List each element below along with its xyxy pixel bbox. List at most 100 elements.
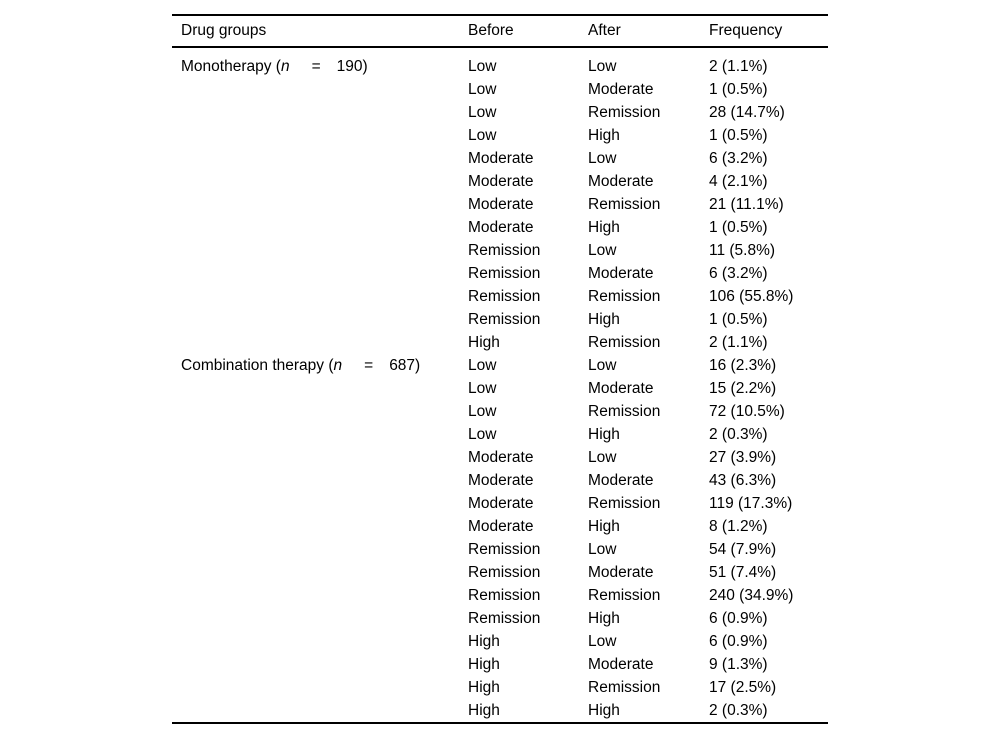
equals-sign: = — [364, 356, 374, 374]
cell-before: Remission — [468, 241, 541, 259]
table-row: Moderate Moderate 43 (6.3%) — [172, 469, 828, 492]
cell-before: High — [468, 655, 500, 673]
cell-frequency: 27 (3.9%) — [709, 448, 777, 466]
table-row: Low Remission 28 (14.7%) — [172, 101, 828, 124]
cell-drug-group — [172, 561, 468, 584]
cell-frequency: 17 (2.5%) — [709, 678, 777, 696]
cell-before: High — [468, 333, 500, 351]
cell-frequency: 2 (0.3%) — [709, 701, 768, 719]
cell-frequency: 21 (11.1%) — [709, 195, 784, 213]
cell-drug-group — [172, 653, 468, 676]
table-row: Combination therapy (n = 687) Low Low 16 (2.3… — [172, 354, 828, 377]
table-header-row: Drug groups Before After Frequency — [172, 16, 828, 46]
table-top-rule — [172, 14, 828, 16]
cell-before: Low — [468, 356, 497, 374]
table-row: Remission High 6 (0.9%) — [172, 607, 828, 630]
drug-groups-table: Drug groups Before After Frequency Monot… — [172, 14, 828, 725]
cell-after: High — [588, 310, 620, 328]
cell-drug-group — [172, 699, 468, 722]
cell-before: Moderate — [468, 172, 534, 190]
cell-before: High — [468, 678, 500, 696]
cell-before: Moderate — [468, 149, 534, 167]
cell-after: Moderate — [588, 563, 654, 581]
table-row: Moderate High 8 (1.2%) — [172, 515, 828, 538]
cell-before: Low — [468, 103, 497, 121]
cell-before: Low — [468, 425, 497, 443]
cell-before: Low — [468, 57, 497, 75]
cell-drug-group — [172, 515, 468, 538]
cell-before: Low — [468, 402, 497, 420]
cell-frequency: 6 (3.2%) — [709, 264, 768, 282]
table-row: Moderate Remission 119 (17.3%) — [172, 492, 828, 515]
table-row: Low Remission 72 (10.5%) — [172, 400, 828, 423]
cell-frequency: 6 (0.9%) — [709, 632, 768, 650]
cell-drug-group — [172, 147, 468, 170]
table-row: High Remission 2 (1.1%) — [172, 331, 828, 354]
table-bottom-rule — [172, 721, 828, 725]
cell-frequency: 15 (2.2%) — [709, 379, 777, 397]
cell-after: Remission — [588, 195, 661, 213]
cell-frequency: 1 (0.5%) — [709, 80, 768, 98]
cell-frequency: 6 (3.2%) — [709, 149, 768, 167]
cell-after: Remission — [588, 333, 661, 351]
group-label-prefix: Combination therapy ( — [181, 356, 334, 374]
cell-after: Moderate — [588, 80, 654, 98]
cell-after: Low — [588, 632, 617, 650]
cell-drug-group — [172, 262, 468, 285]
table-row: Low Moderate 1 (0.5%) — [172, 78, 828, 101]
cell-frequency: 9 (1.3%) — [709, 655, 768, 673]
cell-frequency: 54 (7.9%) — [709, 540, 777, 558]
cell-before: Remission — [468, 264, 541, 282]
table-header-rule — [172, 45, 828, 48]
table-row: Remission Low 54 (7.9%) — [172, 538, 828, 561]
cell-drug-group — [172, 584, 468, 607]
cell-frequency: 1 (0.5%) — [709, 310, 768, 328]
cell-before: Remission — [468, 287, 541, 305]
table-row: Moderate Low 27 (3.9%) — [172, 446, 828, 469]
cell-drug-group — [172, 193, 468, 216]
cell-before: Remission — [468, 310, 541, 328]
cell-drug-group — [172, 377, 468, 400]
cell-drug-group: Combination therapy (n = 687) — [172, 354, 468, 377]
cell-frequency: 16 (2.3%) — [709, 356, 777, 374]
cell-drug-group — [172, 124, 468, 147]
cell-frequency: 106 (55.8%) — [709, 287, 794, 305]
cell-drug-group — [172, 400, 468, 423]
cell-after: High — [588, 517, 620, 535]
cell-after: Remission — [588, 678, 661, 696]
n-value: 687) — [389, 356, 421, 374]
cell-before: Moderate — [468, 471, 534, 489]
cell-before: Remission — [468, 563, 541, 581]
table-row: High Remission 17 (2.5%) — [172, 676, 828, 699]
cell-after: High — [588, 218, 620, 236]
cell-before: Remission — [468, 586, 541, 604]
cell-after: Remission — [588, 586, 661, 604]
n-variable: n — [333, 356, 343, 374]
cell-drug-group — [172, 469, 468, 492]
cell-drug-group — [172, 676, 468, 699]
cell-drug-group — [172, 216, 468, 239]
cell-before: High — [468, 701, 500, 719]
cell-before: Moderate — [468, 448, 534, 466]
table-row: Low High 2 (0.3%) — [172, 423, 828, 446]
cell-drug-group — [172, 170, 468, 193]
group-label-prefix: Monotherapy ( — [181, 57, 281, 75]
equals-sign: = — [311, 57, 321, 75]
cell-before: Moderate — [468, 218, 534, 236]
cell-before: Low — [468, 126, 497, 144]
cell-frequency: 1 (0.5%) — [709, 126, 768, 144]
cell-after: Moderate — [588, 172, 654, 190]
cell-frequency: 28 (14.7%) — [709, 103, 785, 121]
n-variable: n — [280, 57, 290, 75]
cell-drug-group — [172, 78, 468, 101]
cell-drug-group — [172, 308, 468, 331]
cell-drug-group — [172, 285, 468, 308]
cell-after: Remission — [588, 287, 661, 305]
cell-after: Low — [588, 448, 617, 466]
cell-before: Moderate — [468, 195, 534, 213]
table-row: Moderate Moderate 4 (2.1%) — [172, 170, 828, 193]
cell-frequency: 51 (7.4%) — [709, 563, 777, 581]
cell-frequency: 2 (1.1%) — [709, 333, 768, 351]
cell-after: High — [588, 126, 620, 144]
cell-after: Moderate — [588, 379, 654, 397]
